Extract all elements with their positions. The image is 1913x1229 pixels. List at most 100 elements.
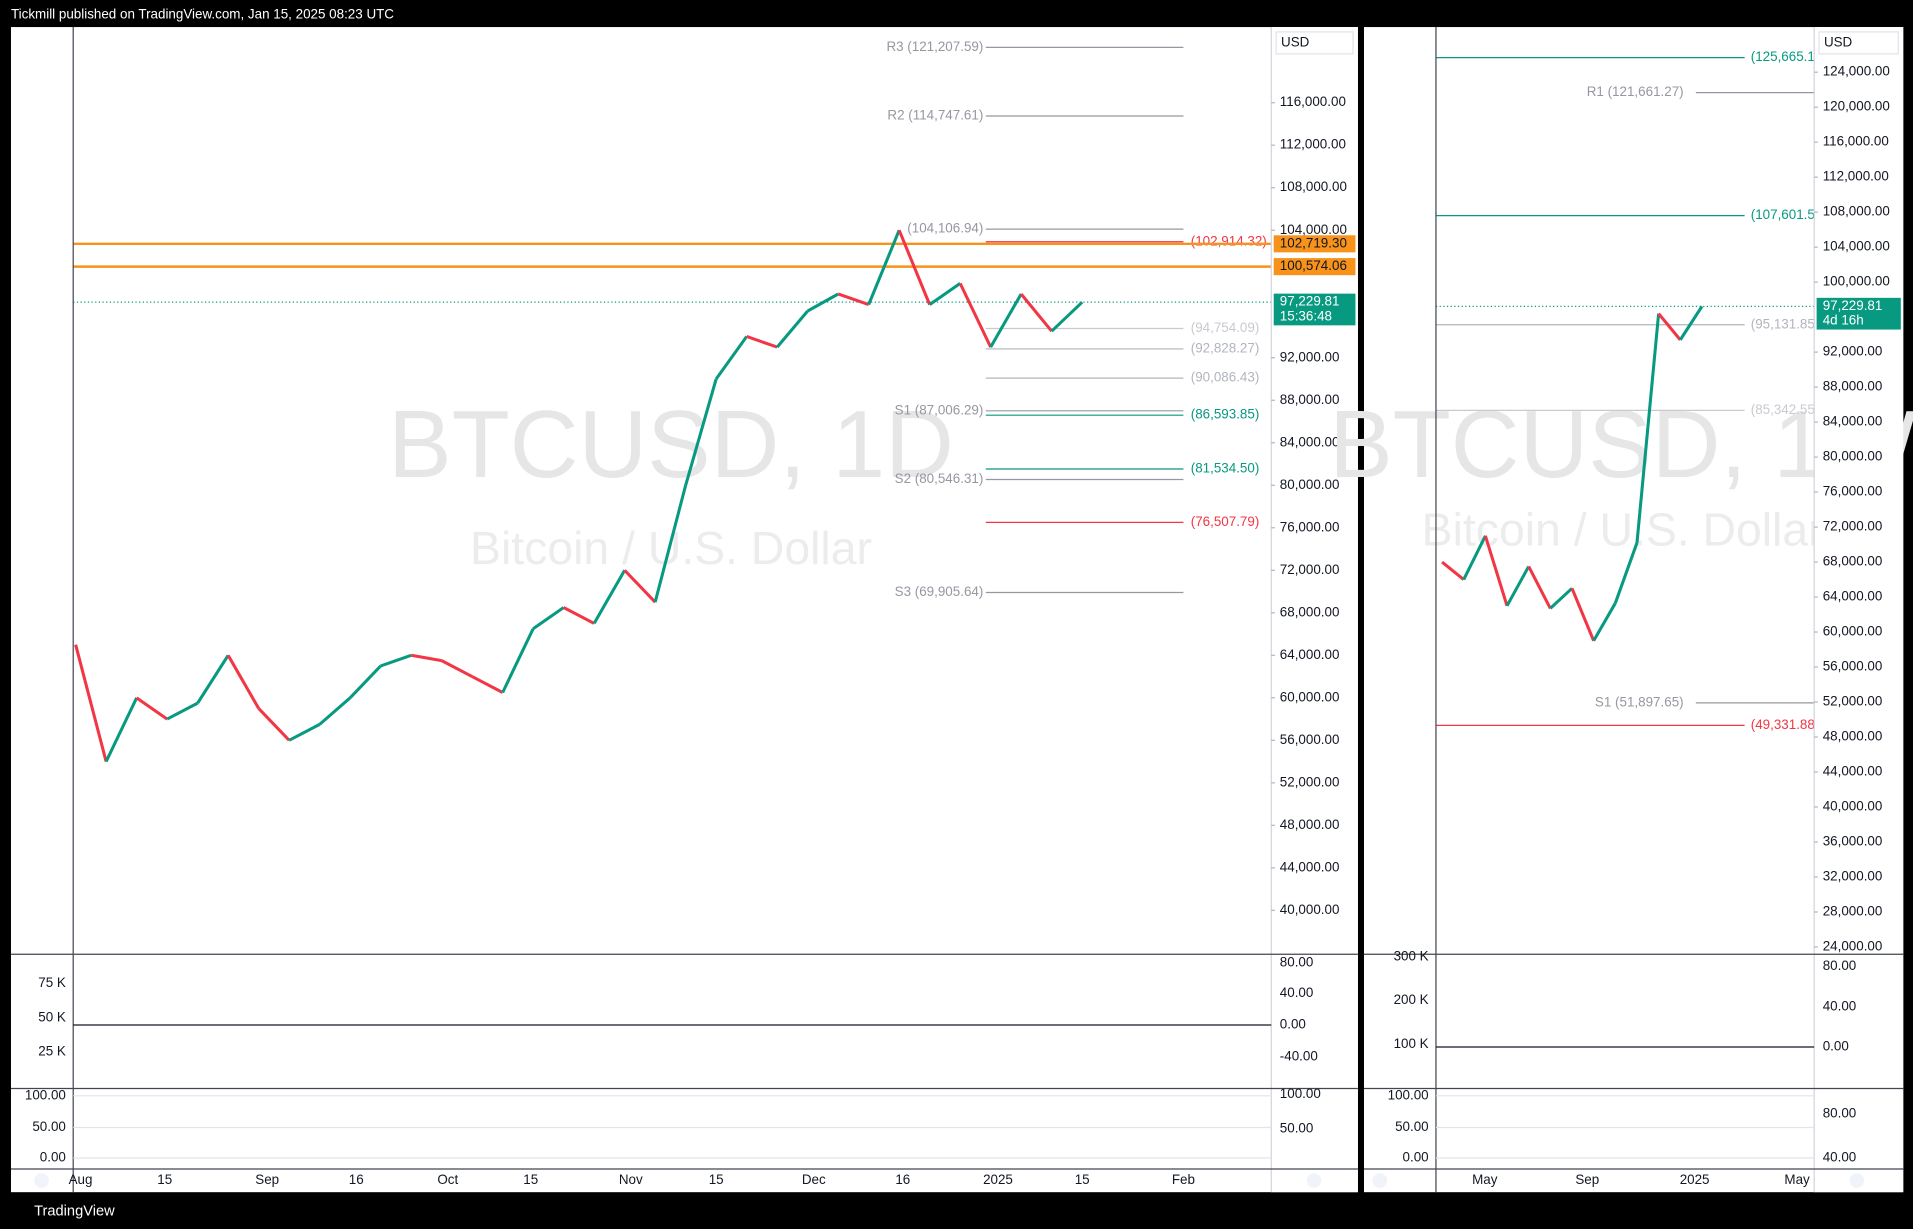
price-axis xyxy=(1271,27,1358,1193)
price-tick-label: 52,000.00 xyxy=(1823,694,1883,709)
price-segment xyxy=(1678,305,1704,341)
level-label: (125,665.1 xyxy=(1751,49,1815,64)
volume-tick-label: 25 K xyxy=(38,1043,66,1058)
price-tick-label: 44,000.00 xyxy=(1280,859,1340,874)
price-tick-label: 120,000.00 xyxy=(1823,99,1890,114)
price-badge-label: 97,229.81 xyxy=(1823,298,1883,313)
price-tick-label: 80,000.00 xyxy=(1823,449,1883,464)
volume-tick-label: 100 K xyxy=(1394,1036,1429,1051)
stoch-tick-label: 0.00 xyxy=(1403,1150,1429,1165)
price-tick-label: 104,000.00 xyxy=(1280,222,1347,237)
header: Tickmill published on TradingView.com, J… xyxy=(11,6,394,21)
price-tick-label: 112,000.00 xyxy=(1823,169,1889,184)
time-label: 15 xyxy=(157,1172,172,1187)
level-label: (76,507.79) xyxy=(1191,514,1260,529)
panel-1w xyxy=(1363,27,1904,1193)
price-segment xyxy=(623,569,657,604)
price-segment xyxy=(501,628,535,694)
price-segment xyxy=(318,696,352,726)
price-segment xyxy=(1613,542,1639,604)
currency-box xyxy=(1275,31,1354,55)
price-badge-label: 97,229.81 xyxy=(1280,294,1340,309)
stoch-tick-label: 50.00 xyxy=(32,1119,66,1134)
price-tick-label: 44,000.00 xyxy=(1823,764,1883,779)
time-label: 16 xyxy=(895,1172,910,1187)
axis-button[interactable] xyxy=(34,1173,49,1188)
level-label: (94,754.09) xyxy=(1191,320,1260,335)
level-label: S2 (80,546.31) xyxy=(895,471,984,486)
level-label: R1 (121,661.27) xyxy=(1587,84,1684,99)
price-tick-label: 64,000.00 xyxy=(1280,647,1340,662)
stoch-axis-label: 80.00 xyxy=(1823,1106,1857,1121)
level-label: R2 (114,747.61) xyxy=(887,108,983,123)
time-label: May xyxy=(1784,1172,1810,1187)
volume-tick-label: 50 K xyxy=(38,1009,66,1024)
price-badge xyxy=(1273,293,1356,326)
axis-button[interactable] xyxy=(1306,1173,1322,1188)
time-label: 16 xyxy=(349,1172,364,1187)
time-label: Feb xyxy=(1172,1172,1195,1187)
price-segment xyxy=(410,653,442,663)
price-segment xyxy=(989,293,1023,348)
price-tick-label: 72,000.00 xyxy=(1280,562,1340,577)
volume-tick-label: 75 K xyxy=(38,975,66,990)
price-segment xyxy=(1592,602,1617,642)
price-tick-label: 108,000.00 xyxy=(1823,204,1890,219)
price-segment xyxy=(440,659,473,678)
chart-pane: BTCUSD, 1D Bitcoin / U.S. Dollar R3 (121,2… xyxy=(10,27,1358,1193)
time-label: Nov xyxy=(619,1172,643,1187)
price-tick-label: 52,000.00 xyxy=(1280,774,1340,789)
countdown: 4d 16h xyxy=(1823,313,1864,328)
price-tick-label: 56,000.00 xyxy=(1823,659,1883,674)
price-segment xyxy=(867,229,901,306)
price-tick-label: 28,000.00 xyxy=(1823,904,1883,919)
axis-button[interactable] xyxy=(1849,1173,1865,1188)
level-label: (95,131.85 xyxy=(1751,316,1815,331)
price-segment xyxy=(775,310,809,349)
level-label: S1 (51,897.65) xyxy=(1595,694,1684,709)
price-segment xyxy=(1462,535,1487,581)
price-tick-label: 112,000.00 xyxy=(1280,137,1346,152)
osc-tick-label: 80.00 xyxy=(1280,954,1314,969)
level-label: S1 (87,006.29) xyxy=(895,402,984,417)
level-label: (85,342.55 xyxy=(1751,402,1815,417)
price-tick-label: 76,000.00 xyxy=(1823,484,1883,499)
stoch-tick-label: 100.00 xyxy=(1388,1087,1429,1102)
price-segment xyxy=(897,229,932,306)
level-label: S3 (69,905.64) xyxy=(895,584,984,599)
price-tick-label: 100,000.00 xyxy=(1823,274,1890,289)
price-badge-label: 100,574.06 xyxy=(1280,258,1347,273)
price-tick-label: 124,000.00 xyxy=(1823,64,1890,79)
price-tick-label: 60,000.00 xyxy=(1823,624,1883,639)
price-segment xyxy=(837,292,870,307)
countdown: 15:36:48 xyxy=(1280,308,1332,323)
price-tick-label: 24,000.00 xyxy=(1823,939,1883,954)
currency: USD xyxy=(1824,34,1853,49)
price-tick-label: 68,000.00 xyxy=(1280,604,1340,619)
price-segment xyxy=(806,292,839,313)
price-tick-label: 92,000.00 xyxy=(1280,349,1340,364)
price-segment xyxy=(1483,535,1509,607)
osc-tick-label: 80.00 xyxy=(1823,958,1857,973)
stoch-tick-label: 0.00 xyxy=(40,1150,66,1165)
osc-tick-label: 0.00 xyxy=(1823,1039,1849,1054)
price-segment xyxy=(1527,565,1552,610)
price-tick-label: 76,000.00 xyxy=(1280,519,1340,534)
price-tick-label: 116,000.00 xyxy=(1823,134,1889,149)
level-label: (92,828.27) xyxy=(1191,340,1260,355)
stoch-axis-label: 50.00 xyxy=(1280,1120,1314,1135)
price-segment xyxy=(1549,587,1574,610)
time-label: 15 xyxy=(709,1172,724,1187)
price-segment xyxy=(653,484,688,603)
price-tick-label: 40,000.00 xyxy=(1280,902,1340,917)
watermark-sub: Bitcoin / U.S. Dollar xyxy=(470,522,872,574)
price-segment xyxy=(257,707,291,742)
price-segment xyxy=(135,696,169,721)
osc-tick-label: 0.00 xyxy=(1280,1017,1306,1032)
watermark: BTCUSD, 1D xyxy=(388,392,954,498)
axis-button[interactable] xyxy=(1372,1173,1388,1188)
time-label: Sep xyxy=(255,1172,279,1187)
price-segment xyxy=(288,723,321,742)
